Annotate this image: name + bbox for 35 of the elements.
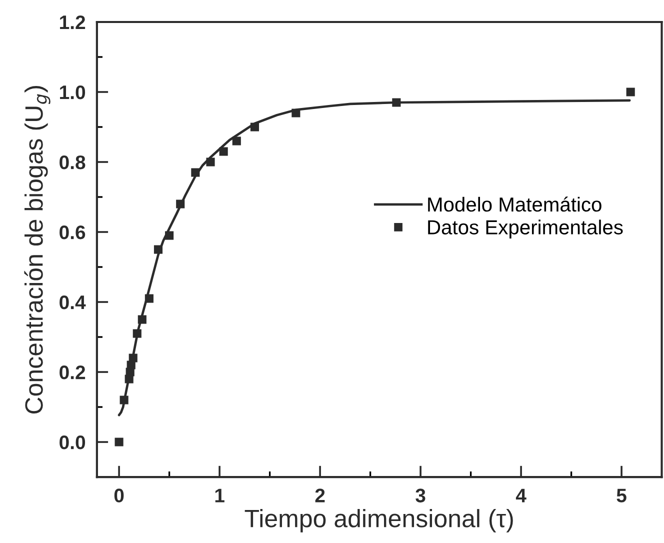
point (138, 315, 146, 324)
legend-label: Modelo Matemático (428, 196, 602, 212)
y-tick-label: 0.2 (60, 365, 86, 380)
x-tick-label: 0 (114, 488, 124, 502)
x-tick-label: 5 (616, 488, 626, 502)
point (206, 158, 215, 166)
y-tick-label: 1.0 (60, 85, 86, 100)
y-tick-label: 1.2 (60, 15, 86, 30)
x-tick-label: 2 (315, 488, 325, 502)
y-axis-title: Concentración de biogas (U$_{g}$) (24, 86, 50, 414)
point (250, 122, 260, 132)
point (144, 294, 154, 303)
y-tick-label: 0.8 (60, 155, 86, 170)
point (219, 147, 228, 156)
point (128, 354, 138, 362)
point (114, 438, 124, 446)
y-tick-label: 0.0 (60, 435, 86, 450)
y-tick-label: 0.6 (60, 225, 86, 240)
x-tick-label: 4 (516, 488, 526, 502)
point (132, 329, 142, 338)
x-axis-title: Tiempo adimensional (τ) (244, 509, 513, 532)
line-series (118, 99, 631, 416)
x-tick-label: 1 (215, 488, 224, 502)
y-tick-label: 0.4 (60, 295, 86, 310)
point (176, 200, 185, 208)
point (626, 88, 635, 96)
point (191, 168, 200, 177)
point (165, 231, 174, 240)
point (392, 98, 401, 107)
point (154, 245, 163, 254)
x-tick-label: 3 (416, 488, 426, 502)
legend-label: Datos Experimentales (428, 220, 623, 238)
point (120, 396, 128, 404)
point (232, 136, 241, 146)
point (292, 108, 300, 118)
